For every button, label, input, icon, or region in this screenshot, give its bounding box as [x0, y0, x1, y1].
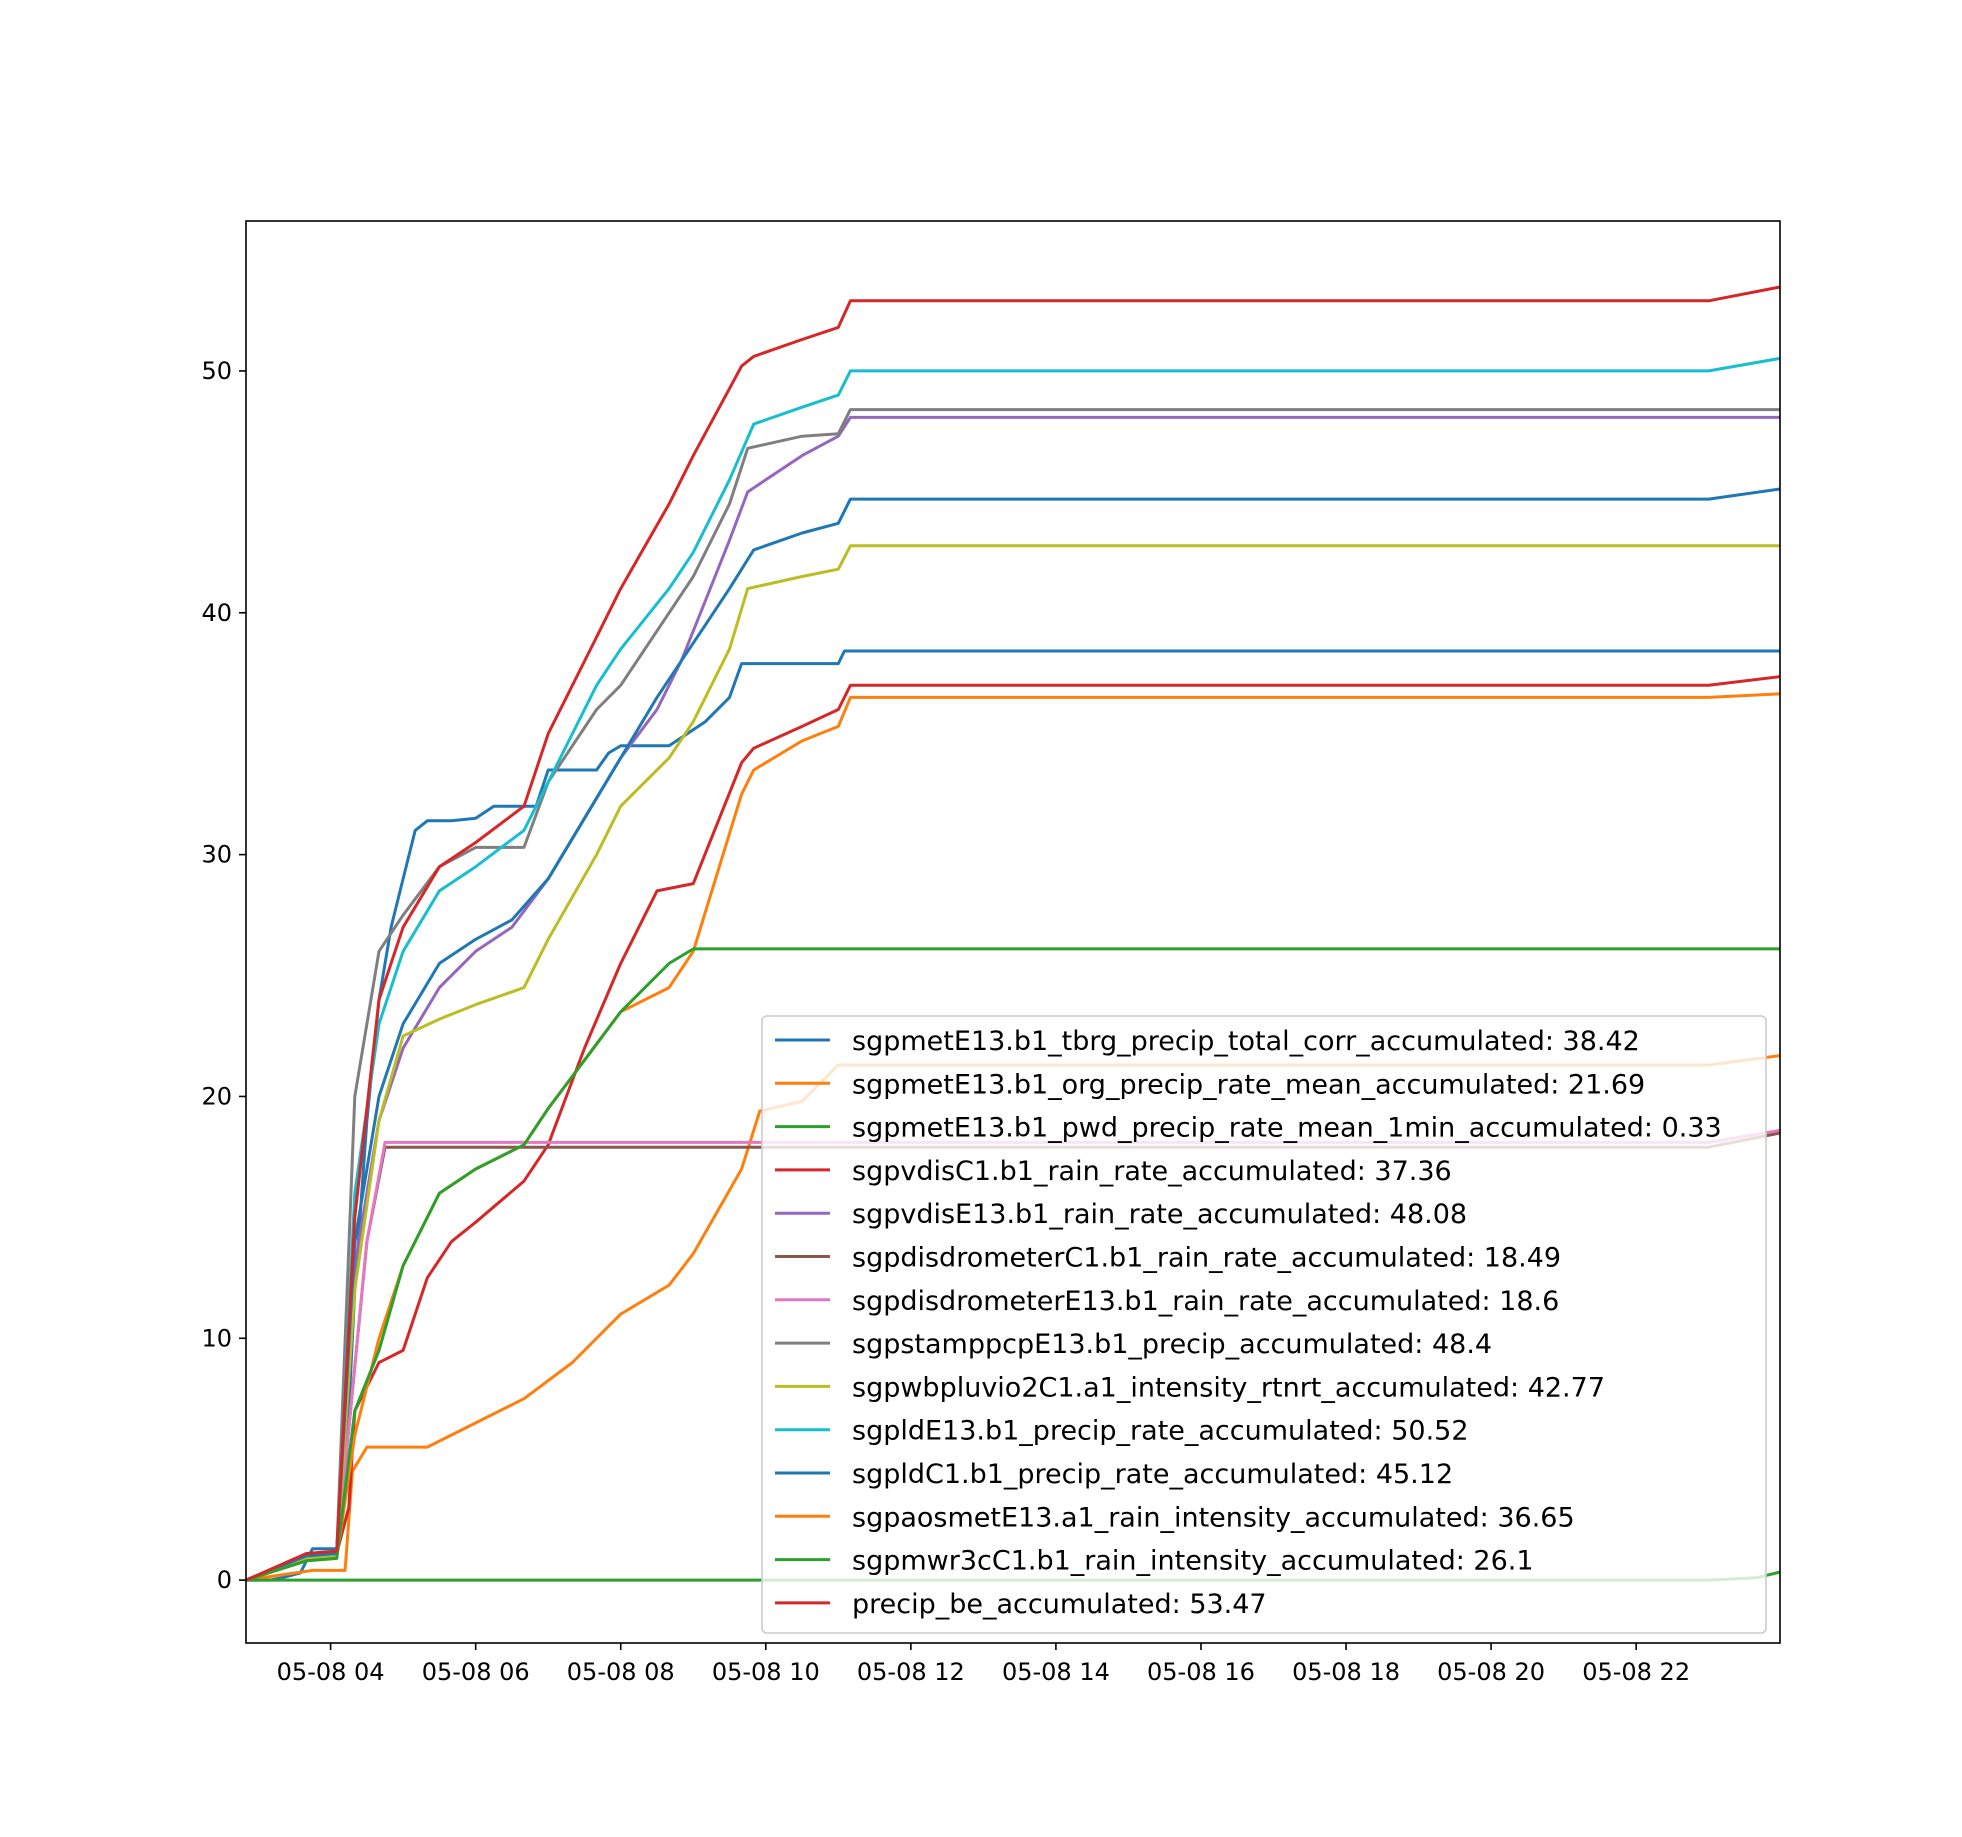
y-tick-label: 20 — [201, 1082, 232, 1110]
x-tick-label: 05-08 08 — [567, 1658, 675, 1686]
x-axis: 05-08 04 05-08 06 05-08 08 05-08 10 05-08 12… — [277, 1643, 1690, 1686]
legend-label-5: sgpdisdrometerC1.b1_rain_rate_accumulate… — [852, 1243, 1561, 1274]
y-axis: 0 10 20 30 40 50 — [201, 357, 246, 1594]
legend-label-13: precip_be_accumulated: 53.47 — [852, 1589, 1267, 1620]
legend-label-1: sgpmetE13.b1_org_precip_rate_mean_accumu… — [852, 1069, 1645, 1100]
series-line-10 — [246, 487, 1780, 1582]
legend-label-12: sgpmwr3cC1.b1_rain_intensity_accumulated… — [852, 1546, 1534, 1577]
legend-label-7: sgpstamppcpE13.b1_precip_accumulated: 48… — [852, 1329, 1492, 1360]
legend-label-6: sgpdisdrometerE13.b1_rain_rate_accumulat… — [852, 1286, 1559, 1317]
legend-label-0: sgpmetE13.b1_tbrg_precip_total_corr_accu… — [852, 1026, 1640, 1057]
x-tick-label: 05-08 20 — [1437, 1658, 1545, 1686]
plot-frame — [245, 220, 1781, 1644]
series-line-13 — [246, 285, 1780, 1582]
x-tick-label: 05-08 12 — [857, 1658, 965, 1686]
legend-frame — [761, 1015, 1767, 1634]
y-tick-label: 40 — [201, 599, 232, 627]
series-line-8 — [246, 544, 1780, 1582]
legend-label-11: sgpaosmetE13.a1_rain_intensity_accumulat… — [852, 1502, 1575, 1533]
x-tick-label: 05-08 06 — [422, 1658, 530, 1686]
series-line-7 — [246, 408, 1780, 1582]
y-tick-label: 10 — [201, 1324, 232, 1352]
x-tick-label: 05-08 22 — [1582, 1658, 1690, 1686]
series-line-0 — [246, 649, 1780, 1582]
legend-label-10: sgpldC1.b1_precip_rate_accumulated: 45.1… — [852, 1459, 1453, 1490]
y-tick-label: 50 — [201, 357, 232, 385]
legend-label-9: sgpldE13.b1_precip_rate_accumulated: 50.… — [852, 1416, 1469, 1447]
legend-label-8: sgpwbpluvio2C1.a1_intensity_rtnrt_accumu… — [852, 1372, 1605, 1403]
x-tick-label: 05-08 04 — [277, 1658, 385, 1686]
legend: sgpmetE13.b1_tbrg_precip_total_corr_accu… — [761, 1015, 1767, 1634]
legend-label-3: sgpvdisC1.b1_rain_rate_accumulated: 37.3… — [852, 1156, 1452, 1187]
y-tick-label: 0 — [217, 1566, 232, 1594]
series-line-12 — [246, 947, 1780, 1582]
x-tick-label: 05-08 16 — [1147, 1658, 1255, 1686]
x-tick-label: 05-08 18 — [1292, 1658, 1400, 1686]
legend-label-4: sgpvdisE13.b1_rain_rate_accumulated: 48.… — [852, 1199, 1467, 1230]
y-tick-label: 30 — [201, 841, 232, 869]
x-tick-label: 05-08 14 — [1002, 1658, 1110, 1686]
x-tick-label: 05-08 10 — [712, 1658, 820, 1686]
legend-label-2: sgpmetE13.b1_pwd_precip_rate_mean_1min_a… — [852, 1113, 1722, 1144]
